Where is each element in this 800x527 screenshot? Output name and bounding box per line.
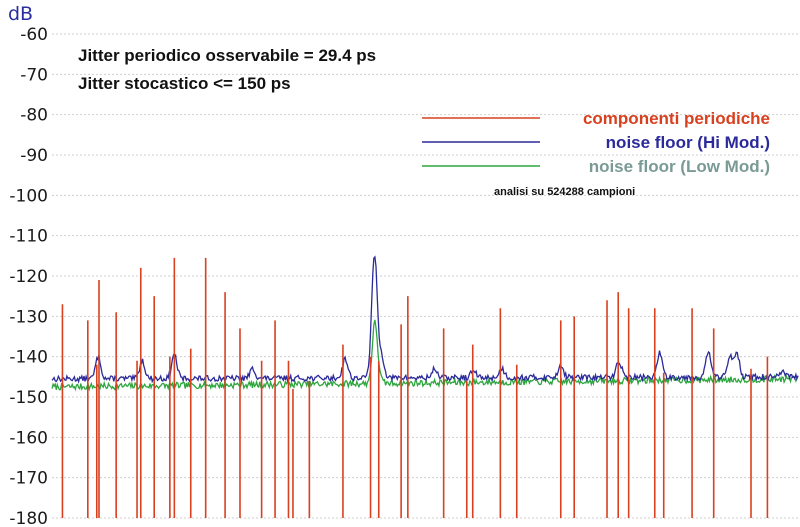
annotation-jitter-stocastico: Jitter stocastico <= 150 ps xyxy=(78,74,291,93)
y-tick-label: -80 xyxy=(20,106,48,126)
y-tick-label: -100 xyxy=(9,186,48,206)
y-axis-label: dB xyxy=(8,3,33,25)
y-tick-label: -60 xyxy=(20,25,48,45)
y-tick-label: -120 xyxy=(9,267,48,287)
y-tick-label: -70 xyxy=(20,65,48,85)
legend: componenti periodiche noise floor (Hi Mo… xyxy=(422,109,770,176)
series-componenti-periodiche xyxy=(61,257,769,518)
y-tick-label: -140 xyxy=(9,348,48,368)
y-tick-label: -180 xyxy=(9,509,48,527)
series-noise-floor-hi xyxy=(51,255,799,384)
y-tick-labels: -60 -70 -80 -90 -100 -110 -120 -130 -140 -150 -160… xyxy=(9,25,48,527)
legend-label-periodiche: componenti periodiche xyxy=(583,109,770,128)
series-noise-floor-low xyxy=(51,319,799,392)
series-line-low xyxy=(51,319,799,392)
y-tick-label: -170 xyxy=(9,469,48,489)
legend-label-hi: noise floor (Hi Mod.) xyxy=(606,133,770,152)
y-tick-label: -110 xyxy=(9,227,48,247)
y-tick-label: -130 xyxy=(9,307,48,327)
y-tick-label: -150 xyxy=(9,388,48,408)
series-line-hi xyxy=(51,255,799,384)
y-tick-label: -90 xyxy=(20,146,48,166)
samples-note: analisi su 524288 campioni xyxy=(494,186,635,198)
annotation-jitter-periodico: Jitter periodico osservabile = 29.4 ps xyxy=(78,46,376,65)
y-tick-label: -160 xyxy=(9,428,48,448)
grid xyxy=(52,33,798,519)
legend-label-low: noise floor (Low Mod.) xyxy=(589,157,770,176)
